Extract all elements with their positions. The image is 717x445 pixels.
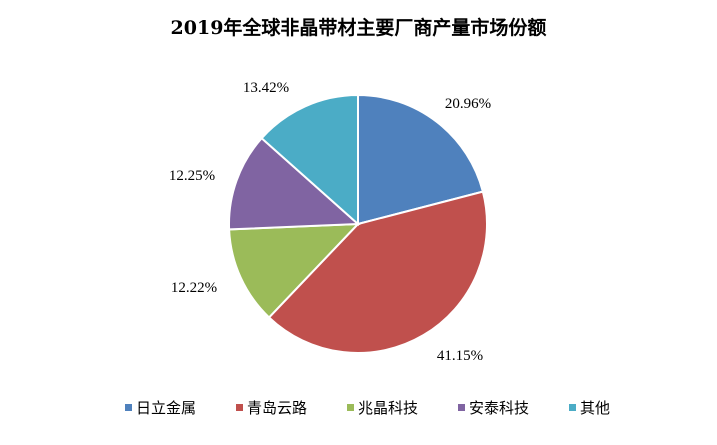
legend-item-3: 兆晶科技 xyxy=(347,399,418,417)
pie-slices xyxy=(228,93,488,354)
pie-slice-5 xyxy=(260,93,359,227)
data-labels: 20.96% 41.15% 12.22% 12.25% 13.42% xyxy=(169,80,491,364)
legend-item-2: 青岛云路 xyxy=(236,399,307,417)
legend-label-2: 青岛云路 xyxy=(247,399,307,417)
legend-label-1: 日立金属 xyxy=(136,399,196,417)
pie-slice-1 xyxy=(357,93,485,226)
legend-item-5: 其他 xyxy=(569,399,610,417)
data-label-1: 20.96% xyxy=(445,96,491,112)
legend-label-5: 其他 xyxy=(580,399,610,417)
data-label-2: 41.15% xyxy=(437,348,483,364)
pie-slice-3 xyxy=(228,222,361,319)
legend-item-4: 安泰科技 xyxy=(458,399,529,417)
legend: 日立金属 青岛云路 兆晶科技 安泰科技 其他 xyxy=(125,399,610,417)
legend-swatch-5 xyxy=(569,404,576,411)
legend-item-1: 日立金属 xyxy=(125,399,196,417)
legend-swatch-3 xyxy=(347,404,354,411)
data-label-4: 12.25% xyxy=(169,168,215,184)
data-label-5: 13.42% xyxy=(243,80,289,96)
legend-label-3: 兆晶科技 xyxy=(358,399,418,417)
legend-swatch-4 xyxy=(458,404,465,411)
legend-label-4: 安泰科技 xyxy=(469,399,529,417)
legend-swatch-1 xyxy=(125,404,132,411)
data-label-3: 12.22% xyxy=(171,280,217,296)
pie-slice-4 xyxy=(228,136,361,231)
pie-slice-2 xyxy=(267,190,488,354)
chart-title: 2019年全球非晶带材主要厂商产量市场份额 xyxy=(171,16,547,39)
legend-swatch-2 xyxy=(236,404,243,411)
